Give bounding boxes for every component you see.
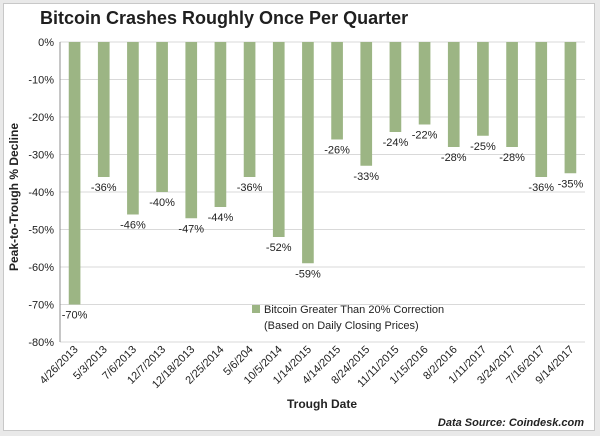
bar (389, 42, 402, 132)
data-label: -28% (441, 152, 467, 164)
y-tick-label: -10% (28, 75, 54, 87)
data-source: Data Source: Coindesk.com (438, 417, 584, 429)
data-label: -36% (91, 182, 117, 194)
y-tick-label: -30% (28, 150, 54, 162)
data-label: -26% (324, 145, 350, 157)
x-axis-title: Trough Date (287, 397, 357, 411)
bar (127, 42, 139, 215)
data-label: -35% (558, 178, 584, 190)
bar (331, 42, 343, 140)
y-tick-label: -80% (28, 337, 54, 349)
y-tick-label: -40% (28, 187, 54, 199)
data-label: -25% (470, 141, 496, 153)
bar (302, 42, 314, 264)
bar (68, 42, 81, 305)
y-tick-label: -70% (28, 300, 54, 312)
gridlines (60, 41, 585, 343)
data-label: -28% (499, 152, 525, 164)
data-label: -40% (149, 197, 175, 209)
data-label: -59% (295, 268, 321, 280)
data-label: -24% (383, 137, 409, 149)
legend: Bitcoin Greater Than 20% Correction (Bas… (252, 304, 444, 332)
data-label: -47% (178, 223, 204, 235)
data-label: -46% (120, 220, 146, 232)
bar (447, 42, 460, 147)
bar (506, 42, 518, 147)
legend-series-name: Bitcoin Greater Than 20% Correction (264, 304, 444, 316)
legend-swatch (252, 305, 260, 313)
x-axis-ticks: 4/26/20135/3/20137/6/201312/7/201312/18/… (38, 344, 577, 391)
data-label: -52% (266, 242, 292, 254)
data-label: -36% (237, 182, 263, 194)
y-axis-title: Peak-to-Trough % Decline (7, 123, 21, 271)
y-tick-label: 0% (38, 37, 54, 49)
y-tick-label: -20% (28, 112, 54, 124)
data-label: -22% (412, 130, 438, 142)
x-tick-label: 4/26/2013 (38, 344, 81, 387)
data-label: -70% (62, 310, 88, 322)
bar (360, 42, 373, 166)
data-label: -33% (353, 171, 379, 183)
bar (477, 42, 489, 136)
y-axis-ticks: 0% -10% -20% -30% -40% -50% -60% -70% -80% (28, 37, 54, 349)
data-label: -44% (208, 212, 234, 224)
bar (243, 42, 256, 177)
bar (156, 42, 168, 192)
bar (97, 42, 110, 177)
bar (535, 42, 548, 177)
bar (564, 42, 577, 174)
bars (68, 42, 577, 305)
bar (185, 42, 198, 219)
chart-title: Bitcoin Crashes Roughly Once Per Quarter (40, 8, 408, 28)
y-tick-label: -60% (28, 262, 54, 274)
bar (214, 42, 227, 207)
bar (272, 42, 285, 237)
y-tick-label: -50% (28, 225, 54, 237)
data-label: -36% (528, 182, 554, 194)
legend-note: (Based on Daily Closing Prices) (264, 320, 419, 332)
data-labels: -70% -36% -46%-40% -47% -44% -36% -52% -59% -26%… (62, 130, 584, 322)
bar (418, 42, 431, 125)
